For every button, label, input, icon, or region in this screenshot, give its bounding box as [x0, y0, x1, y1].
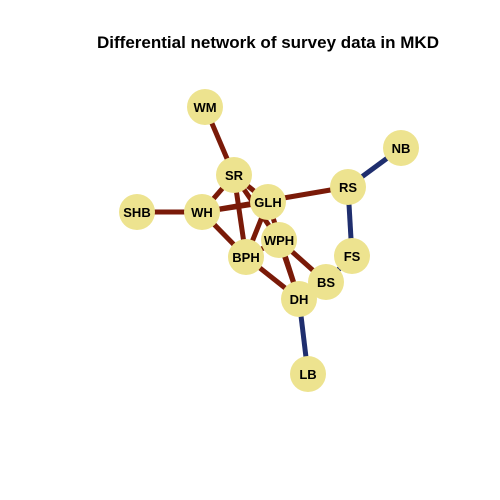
node-lb: LB: [290, 356, 326, 392]
diagram-title: Differential network of survey data in M…: [97, 33, 439, 52]
node-circle: [250, 184, 286, 220]
node-circle: [383, 130, 419, 166]
node-glh: GLH: [250, 184, 286, 220]
node-circle: [228, 239, 264, 275]
node-circle: [290, 356, 326, 392]
node-bs: BS: [308, 264, 344, 300]
node-circle: [330, 169, 366, 205]
node-label: BS: [317, 275, 335, 290]
node-nb: NB: [383, 130, 419, 166]
node-label: WH: [191, 205, 213, 220]
node-sr: SR: [216, 157, 252, 193]
node-dh: DH: [281, 281, 317, 317]
node-label: SHB: [123, 205, 150, 220]
node-fs: FS: [334, 238, 370, 274]
node-layer: WM NB SR RS GLH SHB WH WPH BPH FS BS DH LB: [119, 89, 419, 392]
node-label: RS: [339, 180, 357, 195]
node-label: WM: [193, 100, 216, 115]
node-bph: BPH: [228, 239, 264, 275]
node-wh: WH: [184, 194, 220, 230]
node-circle: [334, 238, 370, 274]
node-circle: [184, 194, 220, 230]
node-wm: WM: [187, 89, 223, 125]
node-label: BPH: [232, 250, 259, 265]
node-circle: [281, 281, 317, 317]
node-circle: [119, 194, 155, 230]
node-label: DH: [290, 292, 309, 307]
node-rs: RS: [330, 169, 366, 205]
node-shb: SHB: [119, 194, 155, 230]
node-label: WPH: [264, 233, 294, 248]
node-circle: [216, 157, 252, 193]
node-circle: [187, 89, 223, 125]
node-label: SR: [225, 168, 244, 183]
node-label: FS: [344, 249, 361, 264]
node-label: LB: [299, 367, 316, 382]
node-label: NB: [392, 141, 411, 156]
node-label: GLH: [254, 195, 281, 210]
node-circle: [261, 222, 297, 258]
node-wph: WPH: [261, 222, 297, 258]
node-circle: [308, 264, 344, 300]
